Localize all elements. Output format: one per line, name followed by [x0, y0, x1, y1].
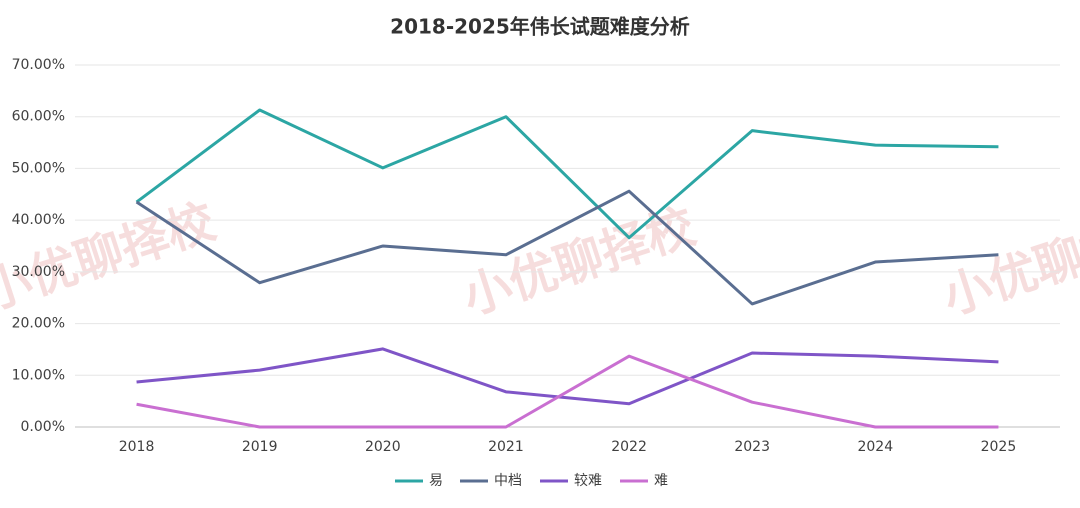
x-tick-label: 2018: [119, 439, 155, 455]
series-line: [135, 108, 999, 240]
x-tick-label: 2023: [734, 439, 770, 455]
y-tick-label: 0.00%: [21, 419, 65, 435]
x-tick-label: 2022: [611, 439, 647, 455]
x-tick-label: 2021: [488, 439, 524, 455]
y-tick-label: 50.00%: [12, 160, 65, 176]
watermark: 小优聊择校: [936, 198, 1080, 325]
y-tick-label: 70.00%: [12, 57, 65, 73]
x-tick-label: 2020: [365, 439, 401, 455]
y-tick-label: 30.00%: [12, 264, 65, 280]
legend-label: 较难: [574, 473, 602, 489]
y-tick-label: 10.00%: [12, 367, 65, 383]
chart-title: 2018-2025年伟长试题难度分析: [390, 15, 690, 39]
x-tick-label: 2025: [981, 439, 1017, 455]
y-tick-label: 60.00%: [12, 109, 65, 125]
y-tick-label: 20.00%: [12, 316, 65, 332]
y-tick-label: 40.00%: [12, 212, 65, 228]
x-tick-label: 2019: [242, 439, 278, 455]
legend-label: 中档: [494, 473, 522, 489]
series-line: [136, 354, 999, 429]
series-line: [135, 189, 999, 306]
legend-label: 易: [429, 473, 443, 489]
legend-label: 难: [654, 473, 668, 489]
series-line: [136, 347, 999, 406]
x-tick-label: 2024: [857, 439, 893, 455]
